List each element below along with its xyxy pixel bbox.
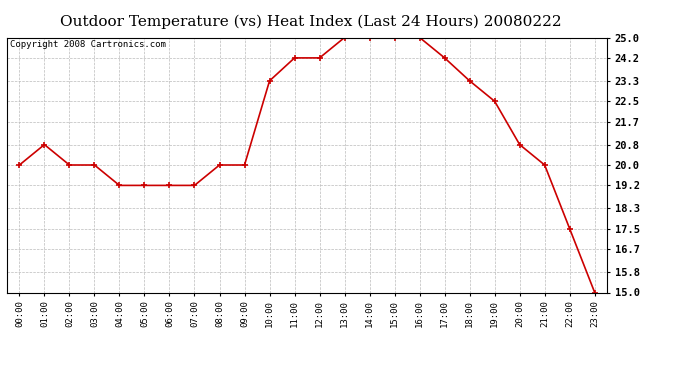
Text: Copyright 2008 Cartronics.com: Copyright 2008 Cartronics.com xyxy=(10,40,166,49)
Text: Outdoor Temperature (vs) Heat Index (Last 24 Hours) 20080222: Outdoor Temperature (vs) Heat Index (Las… xyxy=(60,15,561,29)
